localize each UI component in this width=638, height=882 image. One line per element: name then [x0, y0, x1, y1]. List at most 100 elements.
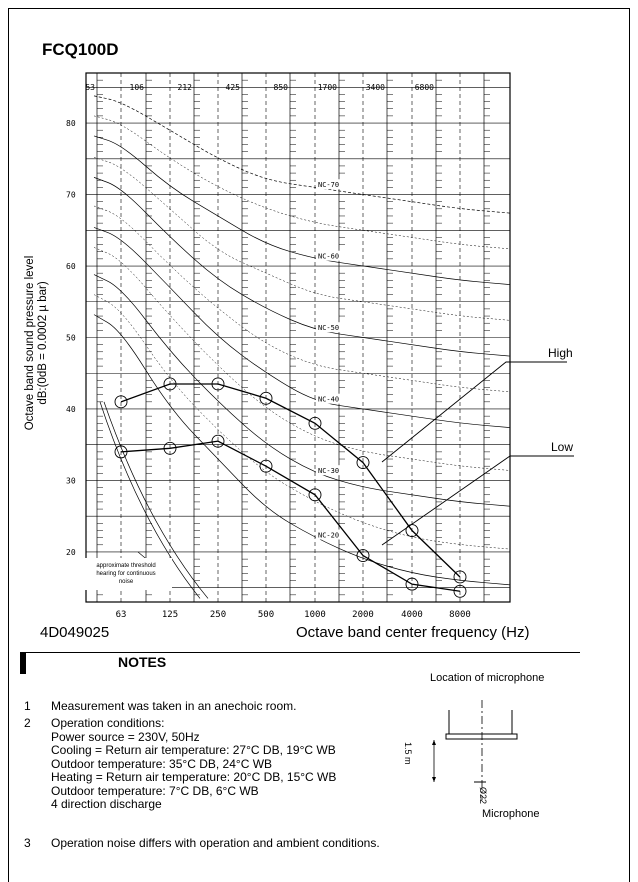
note-2: 2 Operation conditions: Power source = 2…: [24, 716, 337, 812]
nc-label-bg: [316, 465, 348, 476]
data-point-high: [356, 456, 370, 470]
microphone-diagram: [432, 700, 518, 800]
series-label-high: High: [548, 346, 573, 360]
note-number: 1: [24, 699, 31, 713]
x-top-tick-label: 212: [178, 83, 193, 92]
note-line: Operation conditions:: [51, 716, 165, 730]
nc-curve-intermediate: [93, 247, 511, 471]
data-point-high: [453, 570, 467, 584]
notes-title: NOTES: [118, 654, 167, 670]
threshold-label-bg: [80, 558, 172, 590]
document-code: 4D049025: [40, 624, 110, 641]
chart-title: FCQ100D: [42, 40, 119, 59]
data-point-low: [259, 459, 273, 473]
x-axis-label: Octave band center frequency (Hz): [296, 624, 530, 641]
noise-chart: NC-70 NC-60 NC-50 NC-40 NC-30 NC-20 approxima…: [66, 72, 574, 620]
note-line: Operation noise differs with operation a…: [51, 836, 380, 850]
x-tick-label: 500: [258, 610, 274, 620]
x-top-tick-label: 106: [130, 83, 145, 92]
nc-curve-intermediate: [93, 294, 511, 550]
y-tick-label: 50: [66, 334, 76, 343]
callout-high: [381, 361, 567, 463]
note-line: Cooling = Return air temperature: 27°C D…: [51, 743, 336, 757]
dimension-arrows: [432, 740, 436, 782]
nc-curve: [93, 135, 511, 285]
microphone-location-label: Location of microphone: [430, 672, 545, 684]
note-number: 3: [24, 836, 31, 850]
nc-curve: [93, 95, 511, 214]
y-tick-label: 70: [66, 191, 76, 200]
series-label-low: Low: [551, 440, 573, 454]
x-tick-label: 125: [162, 610, 178, 620]
x-top-tick-label: 850: [274, 83, 289, 92]
nc-label-bg: [316, 250, 348, 261]
y-axis-label-line1: Octave band sound pressure level: [24, 255, 36, 431]
note-line: Power source = 230V, 50Hz: [51, 729, 200, 744]
x-tick-label: 4000: [401, 610, 423, 620]
data-point-high: [308, 416, 322, 430]
nc-label-bg: [316, 393, 348, 404]
x-tick-label: 250: [210, 610, 226, 620]
threshold-curve: [103, 401, 209, 599]
data-point-high: [163, 377, 177, 391]
page-frame: [8, 8, 630, 882]
callout-low: [381, 455, 574, 546]
note-number: 2: [24, 716, 31, 730]
x-tick-label: 1000: [304, 610, 326, 620]
y-axis-label: Octave band sound pressure level dB:(0dB…: [24, 178, 50, 508]
nc-label-bg: [316, 529, 348, 540]
x-tick-label: 8000: [449, 610, 471, 620]
nc-label: NC-40: [318, 396, 339, 404]
y-tick-label: 80: [66, 119, 76, 128]
nc-curve-intermediate: [93, 205, 511, 393]
nc-curve-intermediate: [93, 115, 511, 250]
note-3: 3 Operation noise differs with operation …: [24, 836, 380, 851]
nc-curve: [93, 177, 511, 357]
nc-curves: NC-70 NC-60 NC-50 NC-40 NC-30 NC-20: [93, 95, 511, 586]
y-axis-label-line2: dB:(0dB = 0.0002 µ bar): [37, 281, 49, 405]
note-1: 1 Measurement was taken in an anechoic ro…: [24, 699, 297, 714]
data-point-high: [211, 377, 225, 391]
chart-labels: High Low 20 30 40 50 60 70 80 63 125 250 500 1000 2000…: [66, 83, 574, 620]
series-line-low: [120, 440, 461, 592]
data-point-low: [405, 577, 419, 591]
nc-label: NC-60: [318, 253, 339, 261]
microphone-height-label: 1.5 m: [403, 742, 413, 765]
data-series: [114, 377, 467, 598]
note-line: Heating = Return air temperature: 20°C D…: [51, 770, 337, 784]
threshold-label-line: approximate threshold: [96, 563, 155, 569]
y-tick-label: 30: [66, 476, 76, 485]
data-point-low: [453, 584, 467, 598]
x-top-tick-label: 1700: [318, 83, 337, 92]
nc-label: NC-30: [318, 467, 339, 475]
threshold-curves: approximate threshold hearing for continu…: [80, 401, 209, 599]
nc-curve-intermediate: [93, 157, 511, 321]
y-tick-label: 40: [66, 405, 76, 414]
x-top-tick-label: 6800: [415, 83, 434, 92]
data-point-low: [163, 441, 177, 455]
data-point-low: [211, 434, 225, 448]
nc-curve: [93, 314, 511, 586]
note-line: Outdoor temperature: 7°C DB, 6°C WB: [51, 783, 259, 798]
data-point-low: [114, 445, 128, 459]
nc-curve: [93, 227, 511, 428]
microphone-symbol: Ø22: [478, 787, 488, 805]
nc-label: NC-20: [318, 532, 339, 540]
chart-grid: [85, 72, 511, 603]
x-tick-label: 2000: [352, 610, 374, 620]
nc-label: NC-70: [318, 181, 339, 189]
note-line: Measurement was taken in an anechoic roo…: [51, 699, 297, 713]
x-top-tick-label: 425: [226, 83, 241, 92]
notes-marker: [20, 652, 26, 674]
y-tick-label: 20: [66, 548, 76, 557]
nc-curve: [93, 274, 511, 507]
x-tick-label: 63: [116, 610, 127, 620]
nc-label-bg: [316, 179, 348, 190]
data-point-low: [308, 488, 322, 502]
notes-divider: [20, 652, 580, 653]
data-point-low: [356, 549, 370, 562]
data-point-high: [259, 391, 273, 405]
y-tick-label: 60: [66, 262, 76, 271]
threshold-label-line: noise: [119, 579, 134, 585]
nc-label-bg: [316, 322, 348, 333]
